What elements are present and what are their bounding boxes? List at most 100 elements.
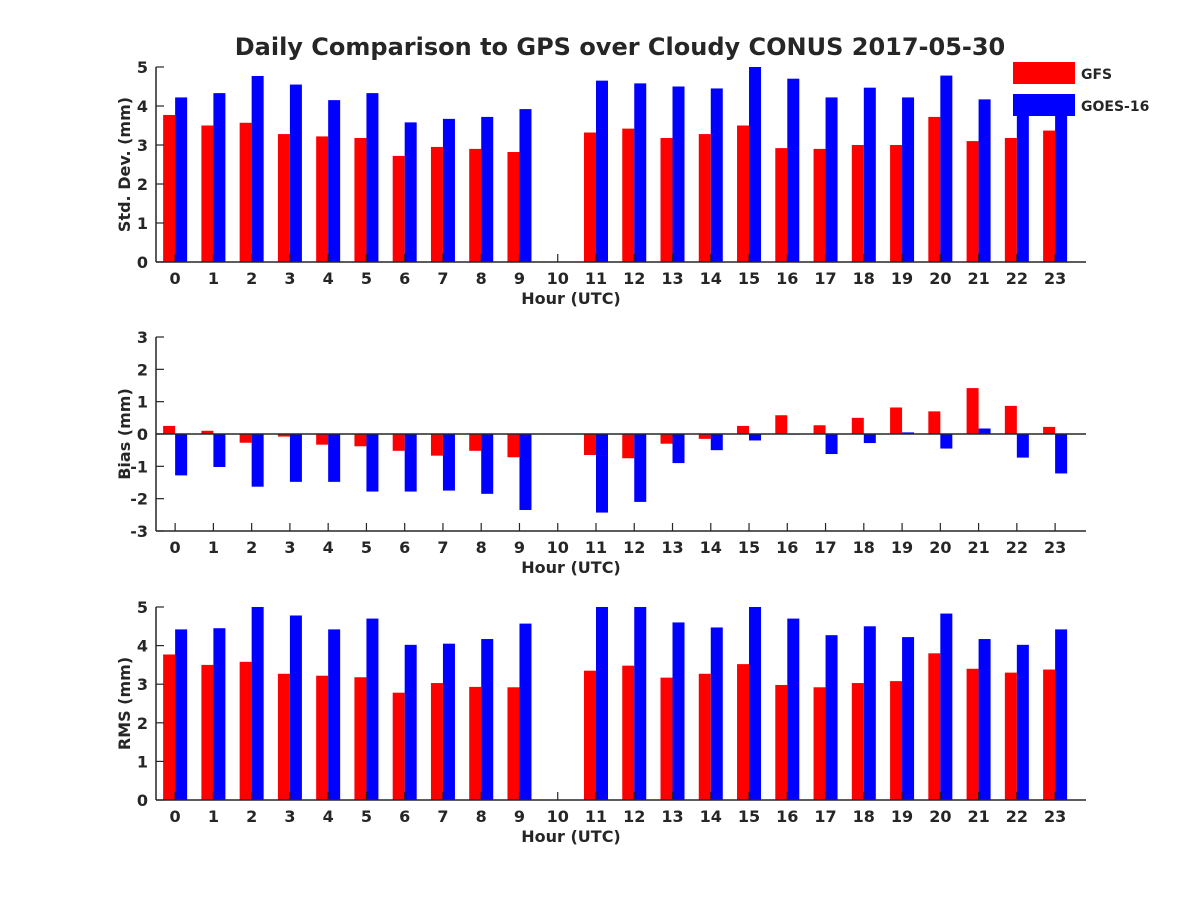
bar-gfs-hour-15	[737, 425, 750, 434]
x-tick-label: 10	[547, 269, 569, 288]
x-tick-label: 2	[246, 807, 257, 826]
bar-goes-16-hour-18	[863, 434, 876, 444]
x-tick-label: 11	[585, 807, 607, 826]
x-tick-label: 18	[853, 269, 875, 288]
bar-goes-16-hour-14	[710, 88, 723, 262]
x-tick-label: 17	[814, 807, 836, 826]
bar-gfs-hour-4	[316, 675, 329, 800]
bar-goes-16-hour-22	[1016, 434, 1029, 458]
bar-gfs-hour-7	[430, 146, 443, 262]
legend-swatch-goes-16	[1013, 94, 1075, 116]
x-tick-label: 10	[547, 538, 569, 557]
x-axis-label: Hour (UTC)	[521, 827, 621, 846]
bar-goes-16-hour-8	[481, 434, 494, 494]
bar-goes-16-hour-21	[978, 639, 991, 800]
bar-goes-16-hour-4	[328, 100, 341, 263]
x-tick-label: 23	[1044, 269, 1066, 288]
y-tick-label: 4	[137, 637, 148, 656]
bar-goes-16-hour-17	[825, 434, 838, 455]
x-tick-label: 8	[476, 269, 487, 288]
bar-gfs-hour-18	[851, 683, 864, 800]
x-tick-label: 11	[585, 538, 607, 557]
bar-goes-16-hour-20	[940, 75, 953, 262]
bar-goes-16-hour-11	[595, 80, 608, 263]
x-tick-label: 4	[323, 269, 334, 288]
bar-goes-16-hour-18	[863, 87, 876, 262]
bar-gfs-hour-17	[813, 148, 826, 262]
bar-goes-16-hour-6	[404, 122, 417, 262]
y-axis-label: RMS (mm)	[115, 657, 134, 750]
bar-gfs-hour-3	[277, 134, 290, 262]
x-tick-label: 15	[738, 269, 760, 288]
bar-gfs-hour-7	[430, 434, 443, 456]
y-tick-label: 3	[137, 328, 148, 347]
y-tick-label: -3	[130, 522, 148, 541]
bar-goes-16-hour-8	[481, 639, 494, 800]
x-tick-label: 15	[738, 807, 760, 826]
x-tick-label: 18	[853, 538, 875, 557]
x-tick-label: 23	[1044, 538, 1066, 557]
x-tick-label: 8	[476, 807, 487, 826]
bar-gfs-hour-1	[201, 664, 214, 800]
bar-goes-16-hour-11	[595, 434, 608, 513]
bar-gfs-hour-18	[851, 417, 864, 434]
bar-gfs-hour-15	[737, 664, 750, 800]
bar-gfs-hour-1	[201, 125, 214, 262]
y-tick-label: 4	[137, 97, 148, 116]
y-tick-label: 0	[137, 791, 148, 810]
bar-gfs-hour-21	[966, 668, 979, 800]
bar-goes-16-hour-4	[328, 434, 341, 482]
x-tick-label: 2	[246, 269, 257, 288]
x-tick-label: 17	[814, 269, 836, 288]
bar-gfs-hour-9	[507, 687, 520, 800]
x-tick-label: 19	[891, 269, 913, 288]
x-axis-label: Hour (UTC)	[521, 558, 621, 577]
bar-goes-16-hour-22	[1016, 644, 1029, 800]
x-tick-label: 22	[1006, 269, 1028, 288]
bar-gfs-hour-20	[928, 411, 941, 434]
bar-gfs-hour-6	[392, 434, 405, 451]
bar-goes-16-hour-0	[175, 629, 188, 800]
bar-goes-16-hour-16	[787, 618, 800, 800]
x-tick-label: 11	[585, 269, 607, 288]
bar-gfs-hour-17	[813, 425, 826, 434]
bar-gfs-hour-21	[966, 388, 979, 434]
y-tick-label: 3	[137, 675, 148, 694]
x-tick-label: 5	[361, 538, 372, 557]
x-tick-label: 9	[514, 269, 525, 288]
bar-goes-16-hour-1	[213, 93, 226, 262]
bar-gfs-hour-9	[507, 152, 520, 262]
x-tick-label: 14	[700, 807, 722, 826]
bar-goes-16-hour-21	[978, 428, 991, 434]
bar-goes-16-hour-15	[749, 67, 762, 262]
bar-gfs-hour-1	[201, 430, 214, 434]
bar-goes-16-hour-18	[863, 626, 876, 800]
bar-goes-16-hour-23	[1055, 101, 1068, 262]
legend-label-gfs: GFS	[1081, 67, 1112, 83]
y-tick-label: 0	[137, 425, 148, 444]
bar-goes-16-hour-6	[404, 644, 417, 800]
bar-goes-16-hour-5	[366, 434, 379, 492]
x-tick-label: 4	[323, 807, 334, 826]
bar-gfs-hour-12	[622, 665, 635, 800]
y-axis-label: Bias (mm)	[115, 388, 134, 480]
bar-gfs-hour-21	[966, 141, 979, 262]
bar-goes-16-hour-21	[978, 99, 991, 263]
bar-goes-16-hour-20	[940, 434, 953, 449]
x-tick-label: 14	[700, 538, 722, 557]
bar-gfs-hour-2	[239, 434, 252, 443]
y-tick-label: 5	[137, 58, 148, 77]
bar-gfs-hour-23	[1043, 426, 1056, 434]
bar-gfs-hour-8	[469, 686, 482, 800]
x-tick-label: 0	[170, 807, 181, 826]
bar-gfs-hour-16	[775, 148, 788, 262]
bar-gfs-hour-4	[316, 136, 329, 262]
x-tick-label: 22	[1006, 538, 1028, 557]
bar-goes-16-hour-3	[289, 615, 302, 800]
bar-gfs-hour-11	[583, 434, 596, 456]
x-tick-label: 22	[1006, 807, 1028, 826]
legend: GFS GOES-16	[1013, 62, 1149, 116]
bar-goes-16-hour-23	[1055, 434, 1068, 474]
